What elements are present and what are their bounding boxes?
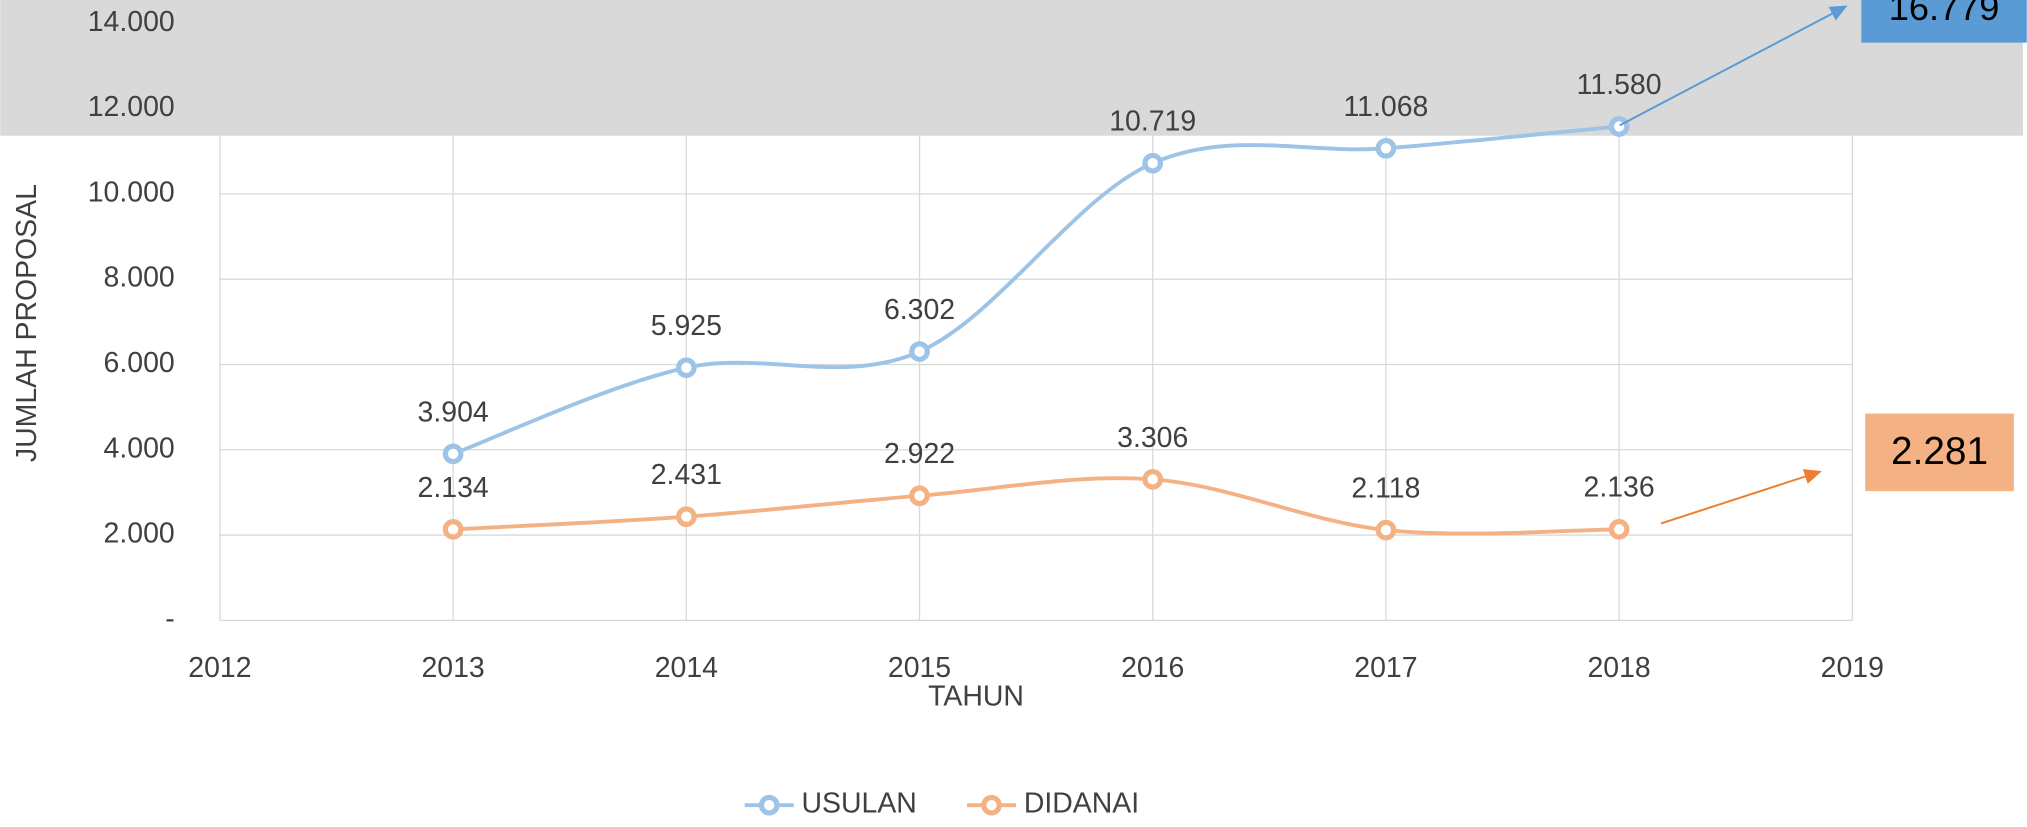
y-tick-label: 12.000 bbox=[88, 91, 175, 123]
legend-label: DIDANAI bbox=[1024, 788, 1139, 820]
data-point bbox=[675, 357, 697, 379]
data-point bbox=[675, 506, 697, 528]
data-label: 2.118 bbox=[1351, 472, 1420, 504]
data-point bbox=[1375, 519, 1397, 541]
x-tick-label: 2012 bbox=[188, 652, 251, 684]
data-label: 2.922 bbox=[884, 438, 955, 470]
x-tick-label: 2015 bbox=[888, 652, 951, 684]
y-tick-label: 14.000 bbox=[88, 6, 175, 38]
x-tick-label: 2019 bbox=[1821, 652, 1884, 684]
data-point bbox=[1608, 116, 1630, 137]
legend-marker bbox=[758, 794, 780, 816]
y-tick-label: 4.000 bbox=[104, 432, 175, 464]
annotation-text: 16.779 bbox=[1889, 0, 2000, 28]
x-tick-label: 2013 bbox=[422, 652, 485, 684]
x-tick-label: 2016 bbox=[1121, 652, 1184, 684]
legend: USULAN DIDANAI bbox=[744, 788, 1139, 820]
axes: - 2.000 4.000 6.000 8.000 10.000 12.000 14.000 2… bbox=[88, 6, 1884, 684]
data-point bbox=[1142, 469, 1164, 490]
x-tick-label: 2014 bbox=[655, 652, 718, 684]
data-label: 10.719 bbox=[1109, 106, 1196, 138]
y-tick-label: - bbox=[165, 603, 174, 635]
data-label: 11.580 bbox=[1577, 69, 1662, 101]
y-tick-label: 6.000 bbox=[104, 347, 175, 379]
data-point bbox=[909, 341, 930, 362]
data-point bbox=[442, 443, 464, 465]
data-label: 3.306 bbox=[1117, 422, 1188, 454]
series-line bbox=[453, 476, 1620, 536]
annotation-box bbox=[1865, 413, 2014, 492]
data-label: 3.904 bbox=[418, 396, 489, 428]
annotations: 16.779 2.281 bbox=[1861, 0, 2027, 492]
data-label: 2.136 bbox=[1584, 472, 1655, 504]
annotation-box bbox=[1861, 0, 2027, 43]
data-point bbox=[1608, 518, 1630, 540]
y-tick-label: 10.000 bbox=[88, 176, 175, 208]
data-point bbox=[1375, 137, 1397, 159]
data-point bbox=[442, 519, 464, 540]
y-axis-label: JUMLAH PROPOSAL bbox=[11, 184, 43, 462]
highlight-band bbox=[0, 0, 2023, 136]
x-tick-label: 2017 bbox=[1354, 652, 1417, 684]
x-axis-label: TAHUN bbox=[928, 680, 1024, 712]
data-label: 5.925 bbox=[651, 310, 722, 342]
annotation-arrow bbox=[1619, 5, 1848, 127]
data-point bbox=[909, 485, 930, 507]
data-point bbox=[1142, 152, 1164, 174]
series-line bbox=[452, 124, 1620, 456]
y-tick-label: 8.000 bbox=[104, 262, 175, 294]
plot: 3.904 5.925 6.302 10.719 11.068 11.580 2.134 2.… bbox=[418, 69, 1662, 541]
legend-label: USULAN bbox=[802, 788, 917, 820]
annotation-arrow bbox=[1660, 469, 1822, 525]
annotation-text: 2.281 bbox=[1891, 430, 1988, 473]
data-label: 2.431 bbox=[651, 459, 722, 491]
y-tick-label: 2.000 bbox=[104, 518, 175, 550]
data-label: 11.068 bbox=[1343, 91, 1428, 123]
legend-marker bbox=[981, 794, 1002, 816]
data-label: 6.302 bbox=[884, 294, 955, 326]
data-label: 2.134 bbox=[418, 472, 489, 504]
x-tick-label: 2018 bbox=[1587, 652, 1650, 684]
